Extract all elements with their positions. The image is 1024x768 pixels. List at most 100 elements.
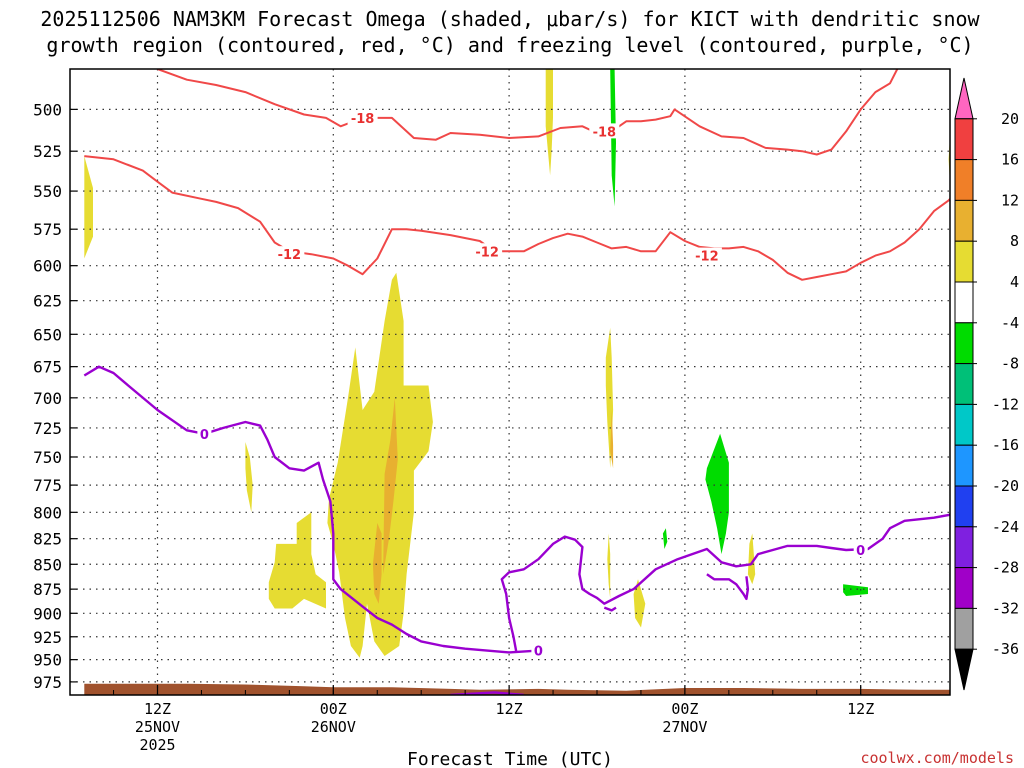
dgz-label-1-2-bg bbox=[691, 247, 722, 263]
freezing-contour-3 bbox=[706, 573, 750, 601]
credit-text: coolwx.com/models bbox=[860, 749, 1014, 767]
chart-title: 2025112506 NAM3KM Forecast Omega (shaded… bbox=[40, 7, 980, 57]
y-tick-label-850: 850 bbox=[33, 555, 62, 574]
y-axis: 500 525 550 575 600 625 650 675 700 725 750 775 800 8… bbox=[33, 100, 77, 692]
dgz-label-0-0: -18 bbox=[351, 112, 375, 127]
colorbar-swatch-12 bbox=[954, 567, 974, 609]
colorbar-label--36: -36 bbox=[992, 640, 1019, 658]
colorbar-swatch-9 bbox=[954, 444, 974, 487]
y-tick-label-825: 825 bbox=[33, 530, 62, 549]
colorbar-label--24: -24 bbox=[992, 518, 1019, 536]
dgz-label-0-0-bg bbox=[347, 109, 378, 125]
freezing-label-2-bg bbox=[853, 542, 868, 558]
omega-region-8-12 bbox=[610, 410, 614, 469]
terrain bbox=[84, 683, 950, 695]
colorbar-label--20: -20 bbox=[992, 477, 1019, 495]
terrain-fill bbox=[84, 683, 950, 695]
y-tick-label-600: 600 bbox=[33, 257, 62, 276]
y-tick-label-800: 800 bbox=[33, 503, 62, 522]
colorbar-swatch-7 bbox=[954, 363, 974, 405]
omega-region-4-0 bbox=[84, 156, 93, 259]
colorbar-label--8: -8 bbox=[1001, 355, 1019, 373]
x-tick-label-3-0: 00Z bbox=[671, 700, 698, 718]
x-tick-label-4-0: 12Z bbox=[847, 700, 874, 718]
colorbar-label-8: 8 bbox=[1010, 232, 1019, 250]
freezing-contour-2 bbox=[603, 606, 617, 612]
colorbar-label--28: -28 bbox=[992, 559, 1019, 577]
title-line-2: growth region (contoured, red, °C) and f… bbox=[46, 33, 973, 57]
omega-region-4-6 bbox=[607, 533, 611, 599]
plot-frame bbox=[69, 68, 951, 696]
dgz-contour-0 bbox=[157, 69, 899, 156]
colorbar-label--16: -16 bbox=[992, 436, 1019, 454]
colorbar-swatch-11 bbox=[954, 526, 974, 569]
freezing-label-0: 0 bbox=[200, 428, 209, 443]
colorbar-bottom-triangle bbox=[954, 648, 974, 691]
x-tick-label-3-1: 27NOV bbox=[662, 718, 707, 736]
y-tick-label-700: 700 bbox=[33, 389, 62, 408]
omega-region-4-2 bbox=[268, 512, 326, 609]
colorbar-label--4: -4 bbox=[1001, 314, 1019, 332]
dgz-label-1-2: -12 bbox=[695, 250, 719, 265]
y-tick-label-525: 525 bbox=[33, 142, 62, 161]
colorbar-swatch-1 bbox=[954, 118, 974, 161]
freezing-label-1: 0 bbox=[534, 645, 543, 660]
colorbar-swatch-10 bbox=[954, 485, 974, 528]
omega-shading bbox=[84, 69, 950, 658]
omega-region-8-11 bbox=[372, 523, 382, 604]
omega-region-4-4 bbox=[545, 69, 553, 176]
colorbar-swatch-5 bbox=[954, 281, 974, 324]
dgz-contours: -18 -18 -12 -12 -12 bbox=[84, 69, 950, 281]
y-tick-label-550: 550 bbox=[33, 182, 62, 201]
colorbar-label-16: 16 bbox=[1001, 151, 1019, 169]
y-tick-label-775: 775 bbox=[33, 476, 62, 495]
gridlines bbox=[70, 69, 950, 695]
freezing-level-contours: 0 0 0 bbox=[83, 365, 950, 695]
colorbar-swatch-3 bbox=[954, 199, 974, 242]
colorbar-label-4: 4 bbox=[1010, 273, 1019, 291]
plot-area: -18 -18 -12 -12 -12 0 0 0 bbox=[69, 68, 951, 696]
x-tick-label-0-1: 25NOV bbox=[135, 718, 180, 736]
y-tick-label-500: 500 bbox=[33, 100, 62, 119]
colorbar: 20 16 12 8 4 -4 -8 -12 -16 -20 -24 -28 -32 -36 bbox=[954, 77, 1019, 691]
dgz-label-0-1: -18 bbox=[593, 125, 617, 140]
title-line-1: 2025112506 NAM3KM Forecast Omega (shaded… bbox=[40, 7, 980, 31]
omega-region-4-1 bbox=[245, 442, 253, 513]
colorbar-swatch-13 bbox=[954, 607, 974, 650]
omega-region-4-7 bbox=[633, 579, 646, 628]
dgz-contour-1 bbox=[84, 155, 950, 281]
colorbar-label--12: -12 bbox=[992, 395, 1019, 413]
y-tick-label-925: 925 bbox=[33, 628, 62, 647]
x-tick-label-1-0: 00Z bbox=[320, 700, 347, 718]
freezing-contour-0 bbox=[83, 365, 539, 654]
x-tick-label-1-1: 26NOV bbox=[311, 718, 356, 736]
y-tick-label-625: 625 bbox=[33, 292, 62, 311]
x-tick-label-0-0: 12Z bbox=[144, 700, 171, 718]
y-tick-label-575: 575 bbox=[33, 220, 62, 239]
omega-region-4-8 bbox=[747, 533, 756, 585]
colorbar-label-20: 20 bbox=[1001, 110, 1019, 128]
y-tick-label-975: 975 bbox=[33, 673, 62, 692]
dgz-label-1-1: -12 bbox=[475, 245, 499, 260]
freezing-label-2: 0 bbox=[856, 544, 865, 559]
dgz-label-1-0-bg bbox=[274, 246, 305, 262]
dgz-label-1-0: -12 bbox=[278, 248, 302, 263]
colorbar-top-triangle bbox=[954, 77, 974, 120]
x-tick-label-2-0: 12Z bbox=[496, 700, 523, 718]
colorbar-label--32: -32 bbox=[992, 599, 1019, 617]
freezing-contour-1 bbox=[500, 513, 950, 653]
y-tick-label-750: 750 bbox=[33, 448, 62, 467]
x-tick-label-0-2: 2025 bbox=[139, 736, 175, 754]
x-axis-label: Forecast Time (UTC) bbox=[407, 749, 613, 768]
y-tick-label-950: 950 bbox=[33, 651, 62, 670]
omega-region--4-14 bbox=[705, 433, 729, 555]
y-tick-label-675: 675 bbox=[33, 358, 62, 377]
dgz-label-0-1-bg bbox=[589, 123, 620, 139]
y-tick-label-900: 900 bbox=[33, 604, 62, 623]
omega-region--4-15 bbox=[662, 528, 668, 549]
colorbar-swatch-6 bbox=[954, 322, 974, 365]
y-tick-label-725: 725 bbox=[33, 419, 62, 438]
colorbar-swatch-2 bbox=[954, 159, 974, 201]
